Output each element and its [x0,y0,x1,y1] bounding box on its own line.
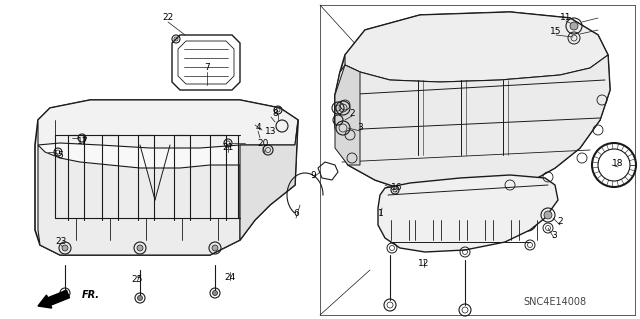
Text: 11: 11 [560,13,572,23]
Text: 25: 25 [131,275,143,284]
Text: 21: 21 [222,144,234,152]
Text: 3: 3 [357,123,363,132]
Text: 8: 8 [272,108,278,117]
Polygon shape [335,55,610,196]
Polygon shape [38,145,240,255]
Circle shape [212,245,218,251]
Circle shape [544,211,552,219]
Text: 4: 4 [255,123,261,132]
Polygon shape [335,65,360,165]
Polygon shape [240,120,298,240]
Circle shape [137,245,143,251]
Polygon shape [378,175,558,252]
Text: 22: 22 [163,13,173,23]
Text: 3: 3 [551,232,557,241]
Polygon shape [38,100,298,148]
Circle shape [63,291,67,295]
Text: SNC4E14008: SNC4E14008 [524,297,587,307]
Text: 2: 2 [349,108,355,117]
Text: 9: 9 [310,170,316,180]
Text: 23: 23 [55,238,67,247]
Circle shape [212,291,218,295]
FancyArrow shape [38,290,70,308]
Text: 5: 5 [57,151,63,160]
Polygon shape [335,12,610,196]
Text: 16: 16 [391,183,403,192]
Text: 20: 20 [257,138,269,147]
Text: 1: 1 [378,209,384,218]
Circle shape [570,22,578,30]
Text: 12: 12 [419,259,429,269]
Text: FR.: FR. [82,290,100,300]
Text: 13: 13 [265,127,276,136]
Text: 2: 2 [557,218,563,226]
Text: 24: 24 [225,272,236,281]
Circle shape [62,245,68,251]
Text: 17: 17 [77,137,89,145]
Circle shape [138,295,143,300]
Text: 18: 18 [612,159,624,167]
Polygon shape [35,100,298,255]
Text: 15: 15 [550,27,562,36]
Text: 6: 6 [293,209,299,218]
Polygon shape [345,12,608,82]
Text: 7: 7 [204,63,210,72]
